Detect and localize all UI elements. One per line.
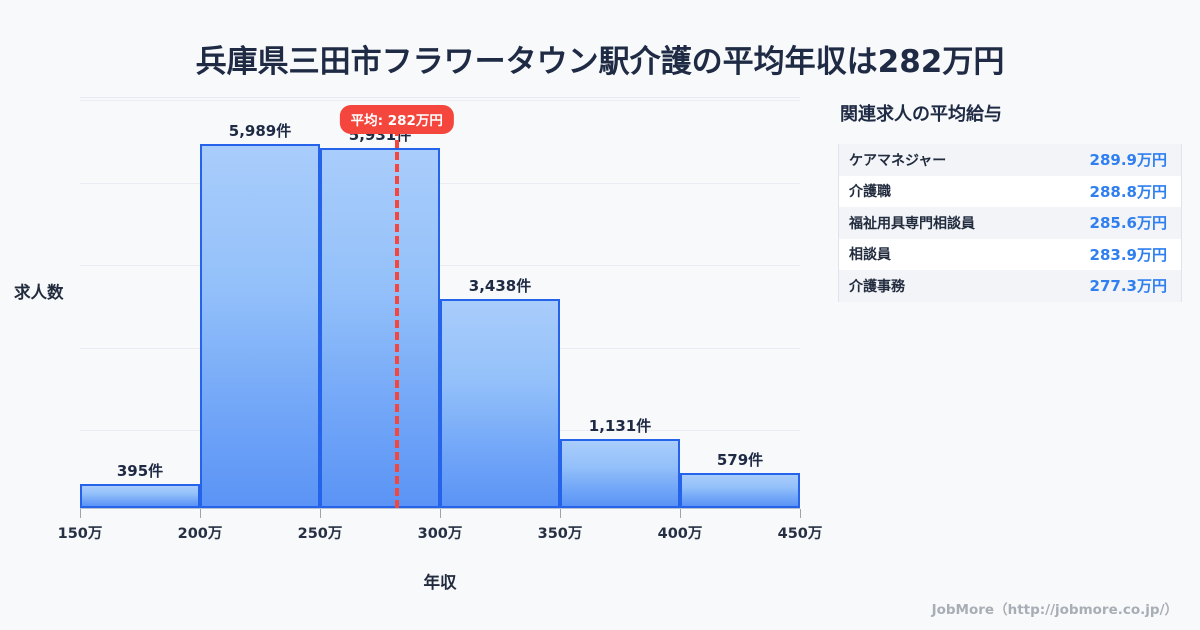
x-axis-line	[80, 508, 800, 509]
job-average-pay: 289.9万円	[1089, 151, 1167, 170]
job-title: 福祉用具専門相談員	[849, 215, 975, 232]
x-axis-tick	[560, 509, 561, 518]
panel-title: 関連求人の平均給与	[840, 104, 1002, 125]
histogram-bar	[200, 144, 320, 508]
gridline	[80, 265, 800, 266]
histogram-chart: 求人数 年収 395件 5,989件 5,931件 3,438件 1,131件 579件 1…	[14, 100, 822, 592]
source-attribution: JobMore（http://jobmore.co.jp/）	[931, 602, 1178, 618]
histogram-bar	[80, 484, 200, 508]
job-title: 介護職	[849, 184, 891, 201]
salary-row: 介護事務 277.3万円	[839, 270, 1181, 302]
x-axis-tick	[440, 509, 441, 518]
salary-row: ケアマネジャー 289.9万円	[839, 144, 1181, 176]
x-axis-tick	[680, 509, 681, 518]
page-title: 兵庫県三田市フラワータウン駅介護の平均年収は282万円	[195, 44, 1005, 80]
salary-row: 介護職 288.8万円	[839, 175, 1181, 207]
x-axis-tick-label: 300万	[417, 526, 463, 542]
job-title: 介護事務	[849, 278, 905, 295]
average-line	[394, 128, 399, 508]
salary-row: 相談員 283.9万円	[839, 238, 1181, 270]
x-axis-tick-label: 400万	[657, 526, 703, 542]
histogram-bar	[680, 472, 800, 508]
title-divider	[80, 97, 800, 98]
job-title: ケアマネジャー	[849, 152, 947, 169]
salary-table: ケアマネジャー 289.9万円介護職 288.8万円福祉用具専門相談員 285.6万円…	[838, 144, 1182, 302]
histogram-bar	[320, 147, 440, 508]
job-average-pay: 288.8万円	[1089, 182, 1167, 201]
related-salary-panel: 関連求人の平均給与 ケアマネジャー 289.9万円介護職 288.8万円福祉用具専門…	[838, 100, 1182, 302]
histogram-bar	[560, 439, 680, 508]
job-title: 相談員	[849, 247, 891, 264]
bar-value-label: 1,131件	[588, 417, 652, 436]
gridline	[80, 183, 800, 184]
job-average-pay: 285.6万円	[1089, 214, 1167, 233]
bar-value-label: 5,989件	[228, 122, 292, 141]
x-axis-tick	[80, 509, 81, 518]
y-axis-title: 求人数	[14, 283, 64, 302]
x-axis-tick	[320, 509, 321, 518]
x-axis-tick-label: 200万	[177, 526, 223, 542]
x-axis-title: 年収	[423, 573, 457, 592]
x-axis-tick-label: 350万	[537, 526, 583, 542]
job-average-pay: 283.9万円	[1089, 245, 1167, 264]
salary-row: 福祉用具専門相談員 285.6万円	[839, 207, 1181, 239]
x-axis-tick-label: 450万	[777, 526, 823, 542]
x-axis-tick	[800, 509, 801, 518]
job-average-pay: 277.3万円	[1089, 277, 1167, 296]
average-badge: 平均: 282万円	[339, 105, 454, 134]
histogram-bar	[440, 299, 560, 508]
bar-value-label: 395件	[116, 462, 164, 480]
bar-value-label: 579件	[716, 450, 764, 469]
x-axis-tick-label: 250万	[297, 526, 343, 542]
gridline	[80, 100, 800, 101]
x-axis-tick	[200, 509, 201, 518]
bar-value-label: 3,438件	[468, 277, 532, 296]
x-axis-tick-label: 150万	[57, 526, 103, 542]
